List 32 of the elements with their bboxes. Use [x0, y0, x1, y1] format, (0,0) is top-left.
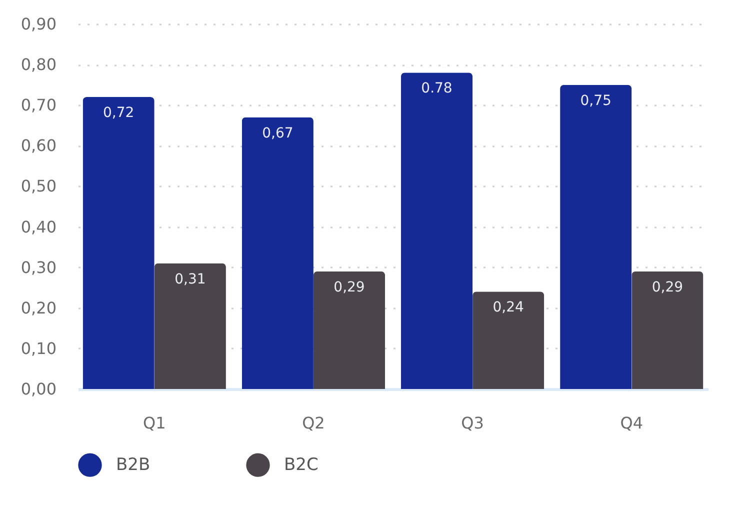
data-label: 0,29	[652, 279, 684, 296]
y-tick-label: 0,00	[20, 380, 56, 398]
x-tick-label: Q1	[142, 414, 166, 432]
data-label: 0,31	[174, 271, 206, 288]
bar	[400, 72, 473, 389]
bar	[313, 271, 386, 389]
y-tick-label: 0,70	[20, 96, 56, 115]
bar	[82, 97, 154, 389]
legend-label: B2B	[116, 455, 150, 476]
y-tick-label: 0,30	[20, 258, 56, 277]
x-tick-label: Q2	[302, 414, 325, 432]
y-tick-label: 0,90	[20, 14, 56, 34]
data-label: 0,24	[492, 300, 524, 316]
bar	[472, 292, 544, 389]
data-label: 0,29	[334, 279, 365, 296]
bar	[154, 263, 226, 389]
bar	[242, 117, 314, 389]
y-tick-label: 0,20	[20, 298, 56, 318]
bar	[560, 84, 632, 389]
y-tick-label: 0,50	[20, 176, 56, 196]
y-tick-label: 0,60	[20, 136, 56, 156]
data-label: 0.78	[421, 80, 452, 97]
y-tick-label: 0,10	[20, 338, 56, 358]
data-label: 0,75	[580, 92, 612, 109]
legend-label: B2C	[284, 455, 318, 476]
x-tick-label: Q3	[461, 414, 484, 432]
y-tick-label: 0,80	[20, 55, 56, 74]
bar	[632, 271, 704, 389]
data-label: 0,67	[262, 125, 294, 142]
x-tick-label: Q4	[620, 414, 644, 432]
data-label: 0,72	[102, 105, 134, 121]
y-tick-label: 0,40	[20, 217, 56, 236]
